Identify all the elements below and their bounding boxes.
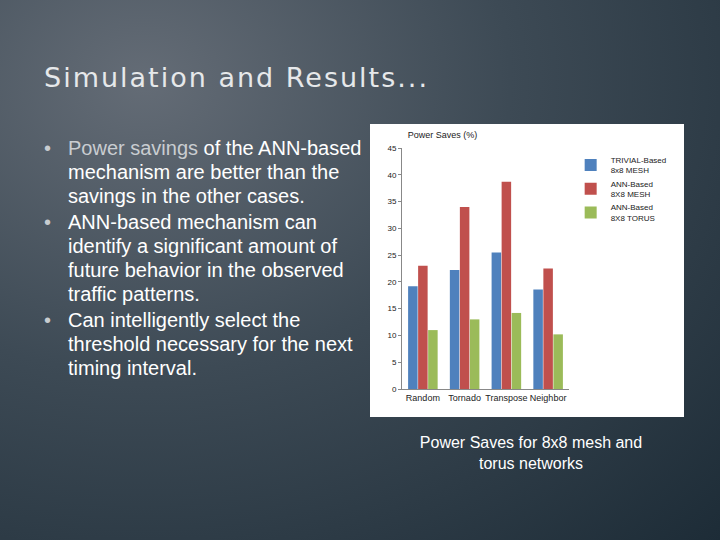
svg-text:Transpose: Transpose	[485, 393, 527, 403]
svg-text:Tornado: Tornado	[448, 393, 481, 403]
html-text:Simulation and Results...: Simulation and Results...	[44, 62, 429, 93]
svg-text:45: 45	[387, 144, 396, 153]
svg-text:10: 10	[387, 331, 396, 340]
svg-text:15: 15	[387, 304, 396, 313]
svg-text:ANN-Based8X8 MESH: ANN-Based8X8 MESH	[611, 180, 653, 199]
svg-text:Power Saves (%): Power Saves (%)	[408, 130, 478, 140]
svg-text:40: 40	[387, 171, 396, 180]
svg-text:35: 35	[387, 197, 396, 206]
svg-text:25: 25	[387, 251, 396, 260]
svg-text:Random: Random	[406, 393, 440, 403]
svg-text:30: 30	[387, 224, 396, 233]
svg-text:ANN-Based8X8 TORUS: ANN-Based8X8 TORUS	[611, 203, 655, 222]
svg-text:20: 20	[387, 278, 396, 287]
html-text:Power Saves for 8x8 mesh and t: Power Saves for 8x8 mesh and torus netwo…	[419, 434, 643, 472]
svg-text:TRIVIAL-Based8x8 MESH: TRIVIAL-Based8x8 MESH	[611, 156, 667, 175]
html-text:Power savings of the ANN-based: Power savings of the ANN-based mechanism…	[68, 137, 362, 207]
html-text:Can intelligently select the t: Can intelligently select the threshold n…	[68, 309, 353, 379]
svg-text:Neighbor: Neighbor	[530, 393, 567, 403]
html-text:ANN-based mechanism can identi: ANN-based mechanism can identify a signi…	[68, 211, 344, 305]
svg-text:0: 0	[392, 385, 397, 394]
svg-text:5: 5	[392, 358, 397, 367]
